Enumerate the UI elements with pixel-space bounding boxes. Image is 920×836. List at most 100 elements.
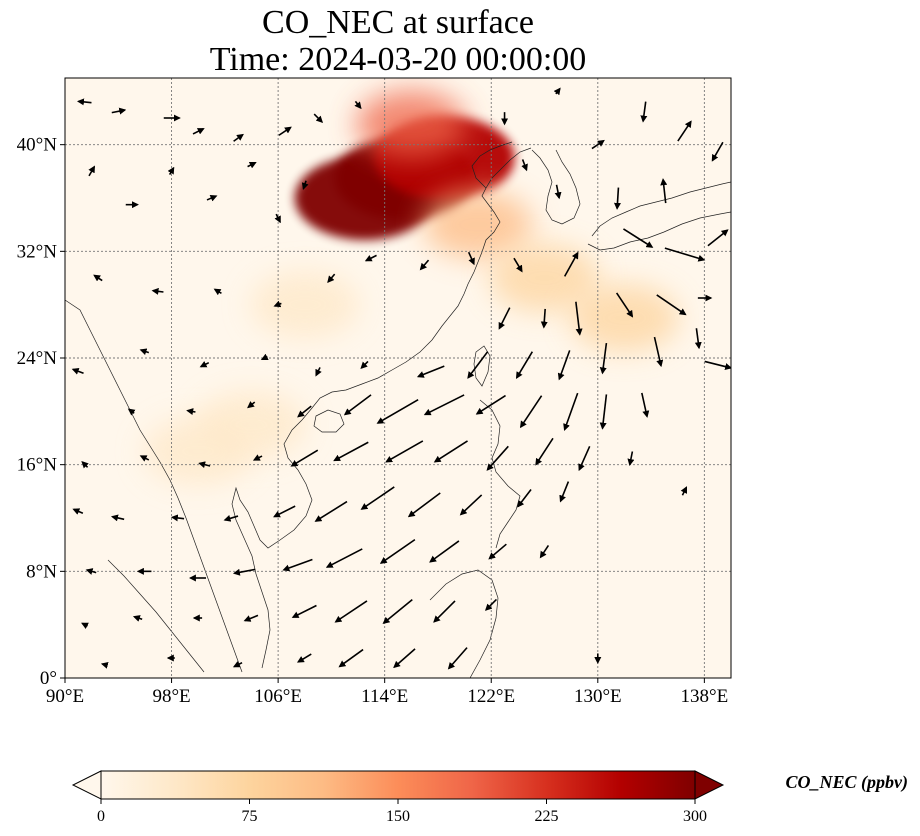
map-axes: 90°E 98°E 106°E 114°E 122°E 130°E 138°E 0° 8°N 16… — [17, 135, 729, 707]
plume-3 — [356, 90, 467, 159]
wind-arrow — [419, 259, 430, 271]
wind-arrow — [447, 647, 468, 670]
wind-arrow — [274, 213, 281, 224]
wind-arrow — [314, 500, 348, 522]
wind-arrow — [623, 228, 654, 248]
wind-arrow — [656, 294, 687, 316]
wind-arrow — [385, 440, 424, 463]
coastline-japan-kyushu-honshu — [591, 181, 731, 237]
wind-arrow — [521, 159, 528, 172]
wind-arrow — [599, 394, 608, 430]
wind-arrow — [486, 445, 509, 471]
wind-arrow — [680, 486, 688, 496]
x-tick-label: 106°E — [254, 686, 302, 707]
wind-arrow — [232, 661, 243, 668]
wind-arrow — [559, 481, 570, 503]
wind-arrow — [641, 392, 650, 418]
wind-arrow — [199, 361, 210, 368]
y-tick-label: 0° — [40, 668, 57, 689]
plume-8 — [143, 417, 254, 486]
wind-arrow — [563, 251, 579, 277]
y-tick-label: 40°N — [17, 135, 58, 156]
wind-arrow — [111, 107, 127, 115]
wind-arrow — [88, 165, 95, 177]
wind-arrow — [232, 568, 256, 576]
wind-arrow — [563, 392, 579, 431]
wind-arrow — [290, 449, 319, 467]
coastline-borneo — [429, 569, 499, 678]
coastline-indochina — [231, 419, 313, 669]
wind-arrow — [382, 599, 413, 624]
wind-arrow — [475, 394, 506, 415]
colorbar: 0 75 150 225 300 CO_NEC (ppbv) — [71, 770, 909, 825]
wind-arrow — [192, 128, 205, 135]
wind-arrow — [423, 394, 465, 416]
wind-arrow — [539, 545, 550, 559]
plume-4 — [422, 190, 533, 259]
wind-arrow — [247, 401, 256, 409]
wind-arrow — [252, 454, 263, 461]
wind-arrow — [186, 408, 196, 416]
wind-arrow — [100, 661, 109, 669]
y-tick-label: 24°N — [17, 348, 58, 369]
wind-arrow — [467, 251, 475, 266]
wind-arrow — [515, 351, 534, 379]
wind-arrow — [260, 353, 269, 361]
coastline-bohai — [471, 141, 513, 189]
wind-arrow — [72, 508, 84, 515]
wind-arrow — [627, 451, 635, 466]
y-tick-label: 8°N — [26, 561, 57, 582]
wind-arrow — [433, 440, 468, 463]
colorbar-tick-label: 225 — [535, 808, 559, 825]
wind-arrow — [484, 598, 498, 611]
wind-arrow — [664, 247, 706, 262]
wind-arrow — [640, 101, 648, 123]
colorbar-ticks: 0 75 150 225 300 — [97, 799, 707, 825]
colorbar-extend-max — [694, 770, 725, 800]
wind-arrow — [519, 395, 543, 429]
wind-arrow — [554, 184, 562, 200]
wind-arrow — [615, 292, 634, 318]
wind-arrow — [151, 287, 164, 295]
x-tick-label: 122°E — [467, 686, 515, 707]
wind-arrow — [535, 437, 554, 466]
colorbar-label: CO_NEC (ppbv) — [786, 772, 909, 793]
wind-arrow — [613, 187, 621, 210]
x-tick-label: 138°E — [681, 686, 729, 707]
wind-arrow — [233, 133, 244, 142]
wind-arrow — [282, 558, 313, 572]
wind-arrow — [379, 538, 416, 564]
wind-arrow — [297, 405, 312, 418]
wind-arrow — [139, 455, 150, 462]
plume-6 — [569, 284, 680, 352]
y-tick-label: 16°N — [17, 455, 58, 476]
coastline-philippines — [479, 399, 521, 549]
wind-arrow — [132, 615, 143, 622]
wind-arrow — [393, 648, 416, 669]
coastline-japan-south — [587, 211, 731, 251]
wind-arrow — [198, 461, 211, 469]
wind-arrow — [540, 308, 548, 329]
wind-arrow — [360, 360, 369, 369]
wind-arrow — [416, 365, 445, 378]
wind-arrow — [301, 180, 309, 190]
x-tick-label: 98°E — [152, 686, 190, 707]
colorbar-tick-label: 75 — [242, 808, 258, 825]
wind-arrow — [354, 100, 362, 110]
x-tick-label: 130°E — [574, 686, 622, 707]
wind-vectors — [71, 87, 731, 670]
wind-arrow — [575, 301, 583, 336]
wind-arrow — [578, 445, 591, 472]
wind-arrow — [81, 461, 89, 469]
wind-arrow — [247, 162, 257, 169]
wind-arrow — [93, 274, 103, 282]
wind-arrow — [553, 87, 561, 96]
x-tick-label: 90°E — [46, 686, 84, 707]
wind-arrow — [711, 141, 724, 162]
coastline-hainan — [313, 409, 345, 433]
coastline-bay-bengal — [65, 299, 243, 673]
wind-arrow — [76, 98, 92, 106]
y-tick-label: 32°N — [17, 241, 58, 262]
wind-arrow — [343, 394, 372, 416]
